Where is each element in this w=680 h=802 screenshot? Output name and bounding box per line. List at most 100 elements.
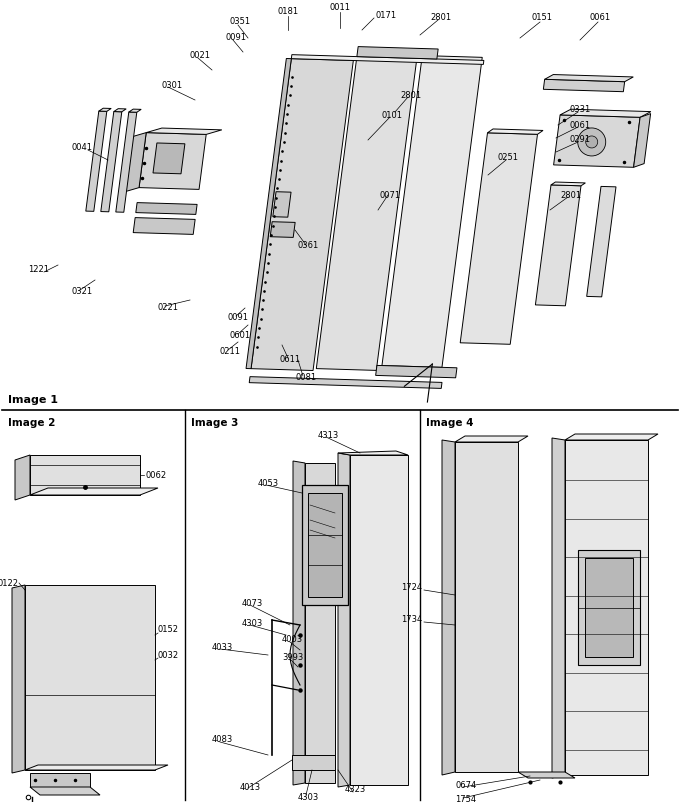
- Text: 2801: 2801: [400, 91, 421, 99]
- Polygon shape: [133, 217, 195, 234]
- Text: 0081: 0081: [295, 374, 316, 383]
- Text: 0062: 0062: [145, 471, 166, 480]
- Text: 0091: 0091: [225, 34, 246, 43]
- Polygon shape: [460, 133, 537, 344]
- Text: 0071: 0071: [380, 191, 401, 200]
- Text: 4083: 4083: [212, 735, 233, 744]
- Polygon shape: [565, 440, 648, 775]
- Polygon shape: [30, 773, 90, 787]
- Text: Image 3: Image 3: [191, 418, 239, 428]
- Polygon shape: [153, 143, 185, 174]
- Text: 0011: 0011: [330, 3, 350, 13]
- Text: 4313: 4313: [318, 431, 339, 439]
- Polygon shape: [114, 108, 126, 111]
- Polygon shape: [357, 47, 438, 59]
- Text: 0211: 0211: [220, 347, 241, 357]
- Polygon shape: [316, 59, 417, 371]
- Polygon shape: [270, 221, 295, 237]
- Polygon shape: [15, 455, 30, 500]
- Text: 1221: 1221: [28, 265, 49, 274]
- Circle shape: [585, 136, 598, 148]
- Text: Image 1: Image 1: [8, 395, 58, 405]
- Text: 0674: 0674: [455, 780, 476, 789]
- Polygon shape: [552, 438, 565, 778]
- Polygon shape: [338, 451, 408, 455]
- Polygon shape: [560, 109, 651, 117]
- Polygon shape: [535, 185, 581, 306]
- Text: 0601: 0601: [230, 331, 251, 341]
- Text: Image 4: Image 4: [426, 418, 473, 428]
- Text: 1724: 1724: [401, 584, 422, 593]
- Text: 0361: 0361: [298, 241, 319, 249]
- Polygon shape: [455, 442, 518, 772]
- Polygon shape: [293, 461, 305, 785]
- Text: 0331: 0331: [570, 106, 591, 115]
- Text: 0041: 0041: [72, 144, 93, 152]
- Polygon shape: [308, 493, 342, 597]
- Text: 0301: 0301: [162, 80, 183, 90]
- Polygon shape: [129, 109, 141, 112]
- Polygon shape: [545, 75, 633, 82]
- Polygon shape: [136, 203, 197, 214]
- Polygon shape: [488, 129, 543, 134]
- Polygon shape: [86, 111, 107, 212]
- Text: 2801: 2801: [560, 191, 581, 200]
- Text: 0032: 0032: [158, 650, 179, 659]
- Polygon shape: [25, 765, 168, 770]
- Text: 0061: 0061: [590, 14, 611, 22]
- Polygon shape: [30, 455, 140, 495]
- Polygon shape: [565, 434, 658, 440]
- Polygon shape: [455, 436, 528, 442]
- Text: 0101: 0101: [382, 111, 403, 119]
- Text: 0291: 0291: [570, 136, 591, 144]
- Text: 4073: 4073: [242, 598, 263, 607]
- Polygon shape: [543, 79, 625, 91]
- Polygon shape: [246, 59, 291, 369]
- Polygon shape: [587, 186, 616, 297]
- Polygon shape: [249, 377, 442, 388]
- Polygon shape: [382, 55, 482, 367]
- Polygon shape: [518, 772, 575, 778]
- Polygon shape: [30, 488, 158, 495]
- Polygon shape: [291, 55, 484, 64]
- Polygon shape: [12, 585, 25, 773]
- Text: 2801: 2801: [430, 14, 451, 22]
- Polygon shape: [292, 755, 335, 770]
- Polygon shape: [30, 787, 100, 795]
- Polygon shape: [305, 463, 335, 783]
- Polygon shape: [123, 132, 146, 192]
- Text: 4003: 4003: [282, 635, 303, 645]
- Text: 4053: 4053: [258, 479, 279, 488]
- Text: Image 2: Image 2: [8, 418, 55, 428]
- Text: 4013: 4013: [240, 783, 261, 792]
- Text: 1734: 1734: [401, 615, 422, 625]
- Polygon shape: [634, 114, 651, 168]
- Text: 0152: 0152: [158, 626, 179, 634]
- Polygon shape: [375, 366, 457, 378]
- Polygon shape: [302, 485, 348, 605]
- Polygon shape: [350, 455, 408, 785]
- Text: 0251: 0251: [498, 153, 519, 163]
- Text: 0091: 0091: [228, 314, 249, 322]
- Polygon shape: [338, 453, 350, 787]
- Text: 0321: 0321: [72, 287, 93, 297]
- Polygon shape: [146, 128, 222, 135]
- Text: 0181: 0181: [277, 7, 299, 17]
- Text: 0061: 0061: [570, 120, 591, 129]
- Polygon shape: [551, 182, 585, 186]
- Text: 4303: 4303: [298, 792, 319, 801]
- Text: 1754: 1754: [455, 796, 476, 802]
- Circle shape: [578, 128, 606, 156]
- Polygon shape: [139, 132, 206, 189]
- Text: 0351: 0351: [230, 18, 251, 26]
- Text: 0611: 0611: [280, 355, 301, 364]
- Polygon shape: [25, 585, 155, 770]
- Text: 0021: 0021: [190, 51, 211, 59]
- Text: 0122: 0122: [0, 578, 18, 588]
- Polygon shape: [251, 59, 354, 371]
- Polygon shape: [442, 440, 455, 775]
- Polygon shape: [585, 558, 633, 657]
- Text: 0221: 0221: [158, 303, 179, 313]
- Polygon shape: [101, 111, 122, 212]
- Text: 4033: 4033: [212, 642, 233, 651]
